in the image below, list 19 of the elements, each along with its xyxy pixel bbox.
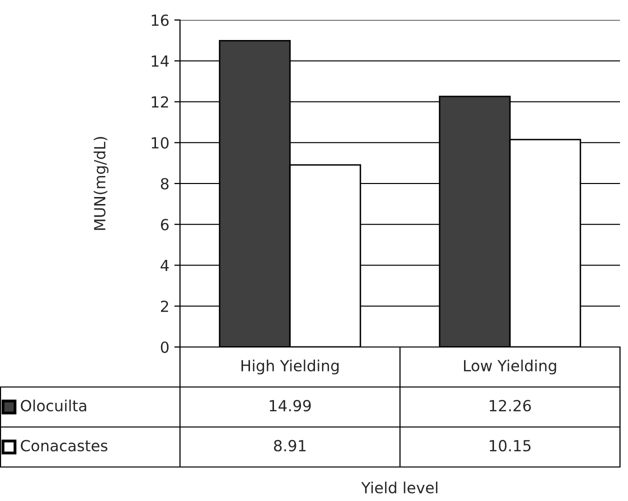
y-tick-label: 4 bbox=[160, 260, 169, 272]
y-tick-label: 2 bbox=[160, 300, 168, 312]
data-label: 10.15 bbox=[490, 440, 531, 452]
y-tick-label: 6 bbox=[160, 218, 169, 230]
text: Yield level bbox=[361, 482, 438, 494]
y-tick-label: 14 bbox=[152, 56, 169, 67]
legend-label: Olocuilta bbox=[20, 400, 86, 412]
legend-label: Conacastes bbox=[20, 440, 108, 452]
y-tick-label: 16 bbox=[152, 14, 169, 26]
x-tick-label: High Yielding bbox=[242, 360, 339, 374]
data-label: 12.26 bbox=[490, 400, 531, 412]
data-label: 14.99 bbox=[270, 400, 311, 412]
x-tick-label: Low Yielding bbox=[464, 360, 556, 374]
data-label: 8.91 bbox=[274, 440, 306, 452]
y-axis-title: MUN(mg/dL) bbox=[94, 136, 108, 230]
y-tick-label: 12 bbox=[152, 96, 168, 108]
y-tick-label: 0 bbox=[160, 341, 169, 354]
y-tick-label: 8 bbox=[160, 178, 169, 190]
y-tick-label: 10 bbox=[152, 137, 169, 149]
